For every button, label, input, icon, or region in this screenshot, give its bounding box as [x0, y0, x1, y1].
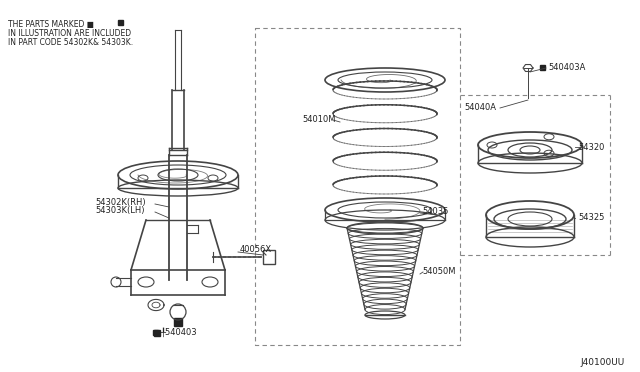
Text: IN ILLUSTRATION ARE INCLUDED: IN ILLUSTRATION ARE INCLUDED — [8, 29, 131, 38]
Bar — [540, 65, 545, 70]
Text: 54010M: 54010M — [302, 115, 335, 125]
Text: THE PARTS MARKED ■: THE PARTS MARKED ■ — [8, 20, 94, 29]
Text: 54320: 54320 — [578, 142, 604, 151]
Bar — [263, 250, 275, 264]
Bar — [154, 330, 160, 336]
Text: 540403A: 540403A — [548, 62, 586, 71]
Text: 54050M: 54050M — [422, 267, 456, 276]
Text: 54302K(RH): 54302K(RH) — [95, 198, 146, 206]
Text: ╀540403: ╀540403 — [160, 327, 196, 337]
Text: J40100UU: J40100UU — [580, 358, 625, 367]
Bar — [153, 330, 158, 335]
Text: 54325: 54325 — [578, 214, 604, 222]
Text: 54303K(LH): 54303K(LH) — [95, 206, 145, 215]
Text: IN PART CODE 54302K& 54303K.: IN PART CODE 54302K& 54303K. — [8, 38, 133, 47]
Bar — [118, 20, 123, 25]
Text: 54035: 54035 — [422, 208, 449, 217]
Bar — [174, 318, 182, 326]
Text: 54040A: 54040A — [464, 103, 496, 112]
Text: 40056X: 40056X — [240, 246, 272, 254]
